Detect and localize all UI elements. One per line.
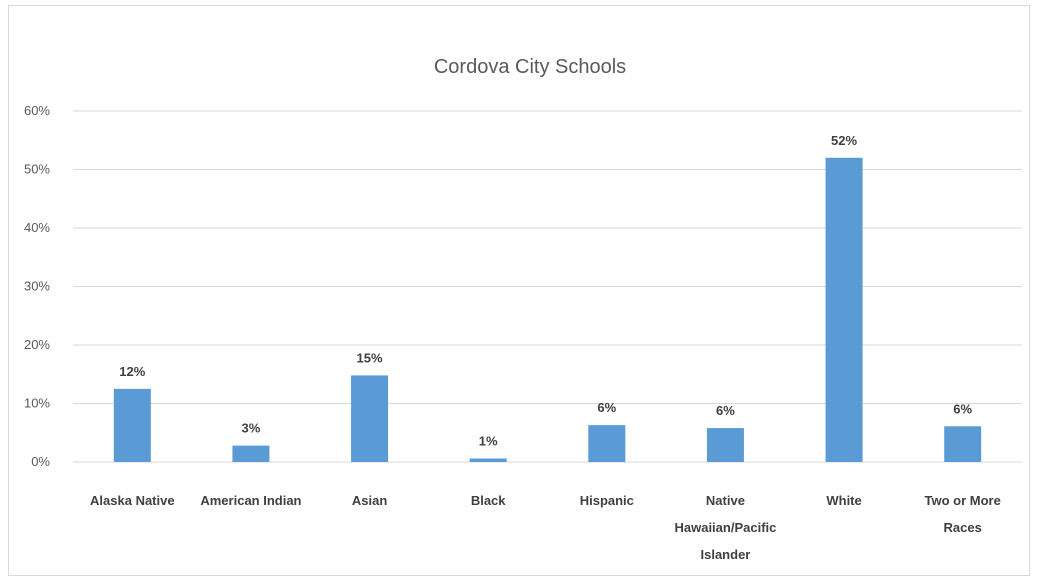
x-tick-label: American Indian xyxy=(200,493,301,508)
gridlines xyxy=(73,110,1022,463)
data-label: 1% xyxy=(479,433,498,448)
bar xyxy=(113,388,151,462)
data-label: 52% xyxy=(831,133,857,148)
bar xyxy=(825,157,863,463)
bar xyxy=(232,445,270,462)
bars xyxy=(113,157,982,463)
data-labels: 12% 3% 15% 1% 6% 6% 52% 6% xyxy=(119,133,972,449)
bar xyxy=(588,425,626,462)
data-label: 6% xyxy=(953,401,972,416)
data-label: 15% xyxy=(357,350,383,365)
x-tick-label: White xyxy=(826,493,861,508)
data-label: 6% xyxy=(597,400,616,415)
bar xyxy=(469,458,507,462)
y-tick-label: 0% xyxy=(31,454,50,469)
y-tick-label: 20% xyxy=(24,337,50,352)
y-tick-label: 10% xyxy=(24,396,50,411)
bar xyxy=(944,426,982,462)
y-tick-label: 30% xyxy=(24,279,50,294)
x-tick-label: Black xyxy=(471,493,506,508)
y-tick-label: 40% xyxy=(24,220,50,235)
y-axis-ticks: 0% 10% 20% 30% 40% 50% 60% xyxy=(24,103,50,469)
x-axis-labels: Alaska Native American Indian Asian Black Hi… xyxy=(90,493,1001,562)
chart-title: Cordova City Schools xyxy=(434,56,626,78)
x-tick-label: Hispanic xyxy=(580,493,634,508)
bar xyxy=(351,375,389,462)
y-tick-label: 60% xyxy=(24,103,50,118)
x-tick-label: Native Hawaiian/Pacific Islander xyxy=(674,493,776,562)
data-label: 3% xyxy=(242,421,261,436)
x-tick-label: Two or More Races xyxy=(925,493,1001,535)
x-tick-label: Alaska Native xyxy=(90,493,175,508)
data-label: 12% xyxy=(119,364,145,379)
data-label: 6% xyxy=(716,403,735,418)
y-tick-label: 50% xyxy=(24,162,50,177)
x-tick-label: Asian xyxy=(352,493,387,508)
bar xyxy=(706,428,744,462)
